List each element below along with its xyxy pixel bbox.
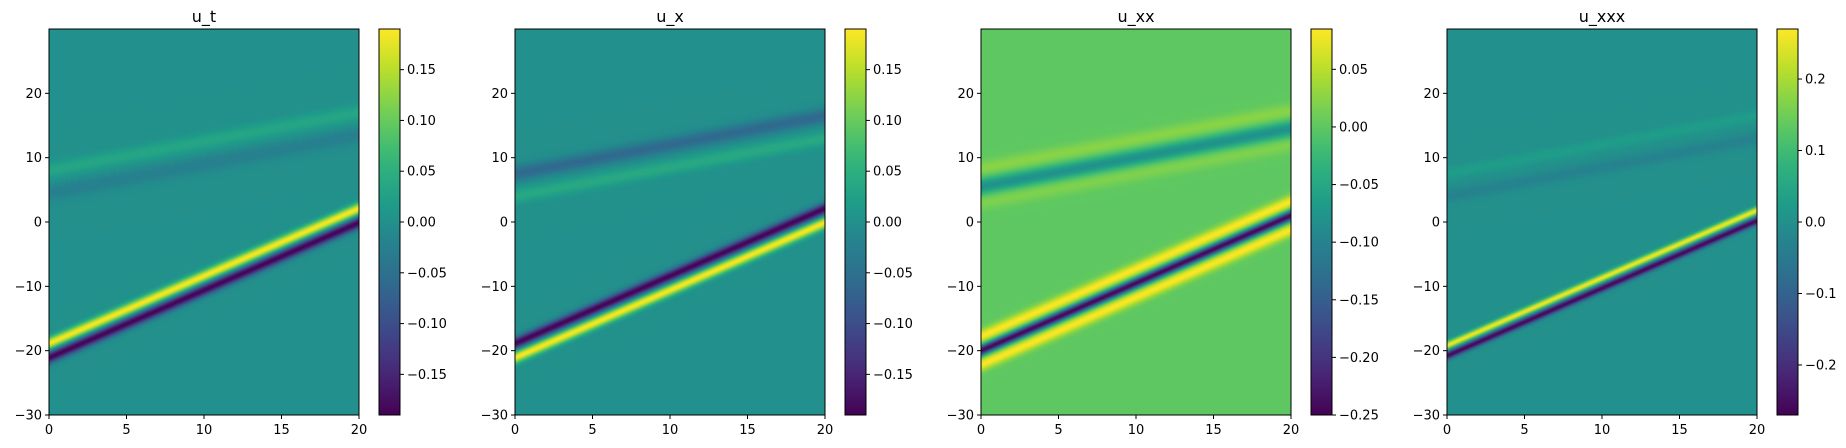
colorbar-tick-label: 0.10 (407, 114, 436, 129)
x-tick-label: 0 (45, 423, 53, 438)
colorbar-tick-label: −0.10 (407, 317, 447, 332)
heatmap-image (981, 29, 1291, 415)
x-tick-label: 5 (588, 423, 596, 438)
y-tick-label: 20 (957, 87, 974, 102)
colorbar-tick-label: 0.00 (407, 216, 436, 231)
y-tick-label: 10 (957, 151, 974, 166)
x-tick-label: 15 (1205, 423, 1222, 438)
panel-4: u_xxx 0 5 10 15 20 −30 −20 −10 0 10 20 −0.2 −0.1 0.0 0.… (1413, 7, 1837, 438)
y-tick-label: −10 (15, 280, 42, 295)
x-tick-label: 15 (739, 423, 756, 438)
colorbar-tick-label: −0.15 (873, 368, 913, 383)
heatmap-image (49, 29, 359, 415)
panel-2: u_x 0 5 10 15 20 −30 −20 −10 0 10 20 −0.15 −0.10 −0.05… (481, 7, 913, 438)
x-tick-label: 5 (1520, 423, 1528, 438)
colorbar-tick-label: 0.05 (1339, 63, 1368, 78)
colorbar (1776, 28, 1799, 416)
colorbar-tick-label: −0.10 (873, 317, 913, 332)
y-tick-label: −10 (947, 280, 974, 295)
colorbar-tick-label: 0.05 (407, 165, 436, 180)
x-tick-label: 20 (1749, 423, 1766, 438)
x-tick-label: 5 (1054, 423, 1062, 438)
colorbar (1310, 28, 1333, 416)
y-tick-label: 10 (1423, 151, 1440, 166)
x-tick-label: 0 (1443, 423, 1451, 438)
x-tick-label: 15 (1671, 423, 1688, 438)
panel-1: u_t 0 5 10 15 20 −30 −20 −10 0 10 20 −0.15 −0.10 −0.05… (15, 7, 447, 438)
colorbar-tick-label: −0.05 (873, 266, 913, 281)
colorbar-tick-label: 0.05 (873, 165, 902, 180)
colorbar-tick-label: 0.2 (1805, 73, 1826, 88)
y-tick-label: −30 (481, 409, 508, 424)
colorbar-tick-label: −0.05 (1339, 178, 1379, 193)
y-tick-label: −30 (947, 409, 974, 424)
colorbar-tick-label: 0.00 (873, 216, 902, 231)
y-tick-label: 0 (34, 216, 42, 231)
colorbar-tick-label: −0.2 (1805, 358, 1837, 373)
y-tick-label: 20 (25, 87, 42, 102)
colorbar-tick-label: 0.00 (1339, 120, 1368, 135)
y-tick-label: −10 (1413, 280, 1440, 295)
x-tick-label: 20 (1283, 423, 1300, 438)
y-tick-label: −20 (481, 344, 508, 359)
y-tick-label: −20 (15, 344, 42, 359)
colorbar (378, 28, 401, 416)
x-tick-label: 20 (351, 423, 368, 438)
y-tick-label: 20 (491, 87, 508, 102)
x-tick-label: 10 (1594, 423, 1611, 438)
colorbar-tick-label: −0.15 (407, 368, 447, 383)
colorbar-tick-label: −0.1 (1805, 287, 1837, 302)
x-tick-label: 10 (1128, 423, 1145, 438)
heatmap-image (515, 29, 825, 415)
x-tick-label: 0 (511, 423, 519, 438)
y-tick-label: 0 (966, 216, 974, 231)
heatmap-image (1447, 29, 1757, 415)
colorbar-tick-label: −0.05 (407, 266, 447, 281)
y-tick-label: −30 (15, 409, 42, 424)
colorbar-tick-label: 0.15 (407, 63, 436, 78)
colorbar-tick-label: 0.0 (1805, 216, 1826, 231)
colorbar-tick-label: 0.15 (873, 63, 902, 78)
colorbar-tick-label: −0.10 (1339, 236, 1379, 251)
y-tick-label: −30 (1413, 409, 1440, 424)
y-tick-label: −10 (481, 280, 508, 295)
chart-title: u_x (656, 7, 684, 27)
x-tick-label: 10 (196, 423, 213, 438)
colorbar-tick-label: 0.10 (873, 114, 902, 129)
chart-title: u_xxx (1579, 7, 1626, 27)
colorbar-tick-label: −0.20 (1339, 351, 1379, 366)
y-tick-label: −20 (947, 344, 974, 359)
x-tick-label: 20 (817, 423, 834, 438)
panel-3: u_xx 0 5 10 15 20 −30 −20 −10 0 10 20 −0.25 −0.20 −0.1… (947, 7, 1379, 438)
y-tick-label: 10 (491, 151, 508, 166)
x-tick-label: 10 (662, 423, 679, 438)
colorbar-tick-label: 0.1 (1805, 144, 1826, 159)
y-tick-label: 10 (25, 151, 42, 166)
colorbar-tick-label: −0.15 (1339, 293, 1379, 308)
x-tick-label: 5 (122, 423, 130, 438)
x-tick-label: 0 (977, 423, 985, 438)
chart-title: u_t (192, 7, 216, 27)
y-tick-label: 0 (1432, 216, 1440, 231)
chart-title: u_xx (1117, 7, 1154, 27)
y-tick-label: 0 (500, 216, 508, 231)
x-tick-label: 15 (273, 423, 290, 438)
colorbar-tick-label: −0.25 (1339, 409, 1379, 424)
y-tick-label: −20 (1413, 344, 1440, 359)
y-tick-label: 20 (1423, 87, 1440, 102)
colorbar (844, 28, 867, 416)
